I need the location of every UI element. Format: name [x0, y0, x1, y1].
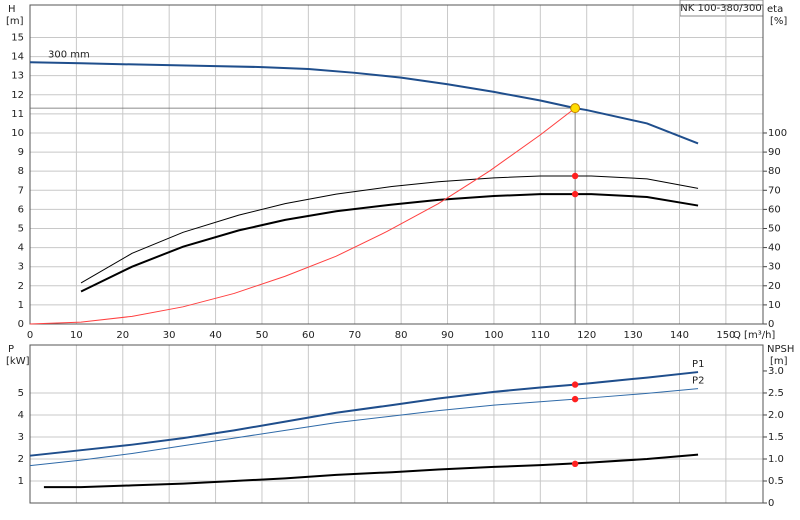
y2-tick-label: 1.0 — [768, 454, 784, 465]
x-tick-label: 30 — [163, 330, 176, 341]
y-axis-label: H — [8, 4, 16, 15]
y-tick-label: 13 — [11, 71, 24, 82]
x-tick-label: 60 — [302, 330, 315, 341]
y-tick-label: 4 — [18, 410, 24, 421]
y2-tick-label: 0.5 — [768, 476, 784, 487]
y2-tick-label: 70 — [768, 185, 781, 196]
y-tick-label: 10 — [11, 128, 24, 139]
series-line — [80, 193, 699, 293]
y-tick-label: 5 — [18, 223, 24, 234]
y2-tick-label: 30 — [768, 262, 781, 273]
y2-tick-label: 3.0 — [768, 366, 784, 377]
y-tick-label: 11 — [11, 109, 24, 120]
y-tick-label: 4 — [18, 243, 24, 254]
y2-tick-label: 1.5 — [768, 432, 784, 443]
series-line — [29, 371, 699, 457]
y-tick-label: 8 — [18, 166, 24, 177]
chart-title: NK 100-380/300 — [680, 3, 761, 14]
y2-tick-label: 90 — [768, 147, 781, 158]
y-tick-label: 2 — [18, 281, 24, 292]
y2-tick-label: 100 — [768, 128, 787, 139]
series-line — [80, 175, 699, 284]
x-tick-label: 100 — [484, 330, 503, 341]
y-tick-label: 3 — [18, 432, 24, 443]
x-tick-label: 0 — [27, 330, 33, 341]
y2-tick-label: 2.5 — [768, 388, 784, 399]
series-label: P2 — [692, 376, 704, 387]
y2-axis-label: eta — [767, 4, 783, 15]
series-label: P1 — [692, 359, 704, 370]
y-tick-label: 14 — [11, 52, 24, 63]
series-label: 300 mm — [48, 49, 90, 60]
x-tick-label: 50 — [256, 330, 269, 341]
y2-tick-label: 10 — [768, 300, 781, 311]
series-line — [43, 453, 699, 489]
x-tick-label: 20 — [116, 330, 129, 341]
y2-tick-label: 0 — [768, 498, 774, 509]
y2-tick-label: 2.0 — [768, 410, 784, 421]
y2-axis-unit: [%] — [770, 16, 787, 27]
y2-tick-label: 20 — [768, 281, 781, 292]
operating-point — [570, 103, 581, 114]
x-tick-label: 140 — [670, 330, 689, 341]
x-tick-label: 120 — [577, 330, 596, 341]
y-tick-label: 9 — [18, 147, 24, 158]
x-tick-label: 110 — [531, 330, 550, 341]
x-tick-label: 40 — [209, 330, 222, 341]
y-axis-unit: [m] — [6, 16, 24, 27]
y-tick-label: 15 — [11, 32, 24, 43]
operating-point — [571, 381, 579, 388]
x-tick-label: 130 — [624, 330, 643, 341]
series-line — [29, 388, 699, 467]
y2-tick-label: 60 — [768, 204, 781, 215]
y2-tick-label: 50 — [768, 223, 781, 234]
x-tick-label: 150 — [716, 330, 735, 341]
operating-point — [571, 190, 579, 198]
x-tick-label: 90 — [441, 330, 454, 341]
y-tick-label: 0 — [18, 319, 24, 330]
y-tick-label: 7 — [18, 185, 24, 196]
x-tick-label: 10 — [70, 330, 83, 341]
y-tick-label: 6 — [18, 204, 24, 215]
y-tick-label: 1 — [18, 300, 24, 311]
plot-frame — [29, 344, 764, 504]
y-tick-label: 2 — [18, 454, 24, 465]
y-tick-label: 12 — [11, 90, 24, 101]
y2-tick-label: 0 — [768, 319, 774, 330]
operating-point — [571, 395, 579, 403]
y2-axis-unit: [m] — [770, 356, 788, 367]
y2-axis-label: NPSH — [767, 344, 794, 355]
y-tick-label: 1 — [18, 476, 24, 487]
y-tick-label: 3 — [18, 262, 24, 273]
y-axis-label: P — [8, 344, 14, 355]
y-tick-label: 5 — [18, 388, 24, 399]
series-line — [29, 61, 699, 145]
x-tick-label: 80 — [395, 330, 408, 341]
series-line — [29, 107, 576, 325]
x-tick-label: 70 — [348, 330, 361, 341]
y-axis-unit: [kW] — [6, 356, 30, 367]
operating-point — [571, 172, 579, 180]
x-axis-label: Q [m³/h] — [733, 330, 775, 341]
operating-point — [571, 460, 579, 468]
y2-tick-label: 40 — [768, 243, 781, 254]
y2-tick-label: 80 — [768, 166, 781, 177]
plot-frame — [29, 4, 764, 325]
